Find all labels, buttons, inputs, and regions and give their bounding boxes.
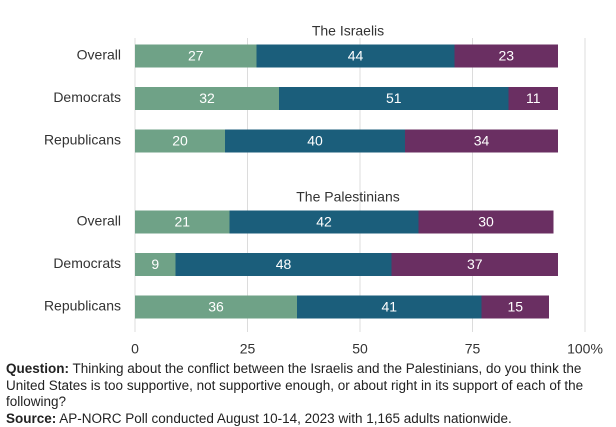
category-label: Republicans <box>44 132 121 148</box>
x-tick-label: 25 <box>240 341 256 357</box>
value-label: 11 <box>526 90 541 106</box>
value-label: 23 <box>498 48 514 64</box>
panel-title: The Israelis <box>312 23 384 39</box>
x-tick-label: 75 <box>465 341 481 357</box>
value-label: 32 <box>199 90 215 106</box>
value-label: 51 <box>386 90 402 106</box>
chart: 0 25 50 75 100% The Israelis Overall 27 44 23 Demo… <box>0 0 616 360</box>
value-label: 34 <box>474 133 490 149</box>
value-label: 27 <box>188 48 204 64</box>
category-label: Democrats <box>53 255 121 271</box>
value-label: 41 <box>381 299 397 315</box>
question-note: Question: Thinking about the conflict be… <box>6 361 612 411</box>
value-label: 21 <box>174 214 190 230</box>
value-label: 48 <box>276 256 292 272</box>
value-label: 37 <box>467 256 483 272</box>
value-label: 20 <box>172 133 188 149</box>
category-label: Republicans <box>44 298 121 314</box>
notes: Question: Thinking about the conflict be… <box>6 361 612 427</box>
question-label: Question: <box>6 361 69 376</box>
value-label: 30 <box>478 214 494 230</box>
value-label: 44 <box>348 48 364 64</box>
value-label: 15 <box>507 299 523 315</box>
value-label: 9 <box>151 256 159 272</box>
x-tick-label: 0 <box>131 341 139 357</box>
category-label: Overall <box>77 213 121 229</box>
category-label: Overall <box>77 47 121 63</box>
question-text: Thinking about the conflict between the … <box>6 361 583 409</box>
value-label: 36 <box>208 299 224 315</box>
value-label: 42 <box>316 214 332 230</box>
source-text: AP-NORC Poll conducted August 10-14, 202… <box>59 411 512 426</box>
value-label: 40 <box>307 133 323 149</box>
panel-title: The Palestinians <box>296 189 400 205</box>
x-tick-label: 50 <box>352 341 368 357</box>
source-note: Source: AP-NORC Poll conducted August 10… <box>6 411 612 427</box>
source-label: Source: <box>6 411 56 426</box>
x-tick-label: 100% <box>567 341 603 357</box>
category-label: Democrats <box>53 89 121 105</box>
